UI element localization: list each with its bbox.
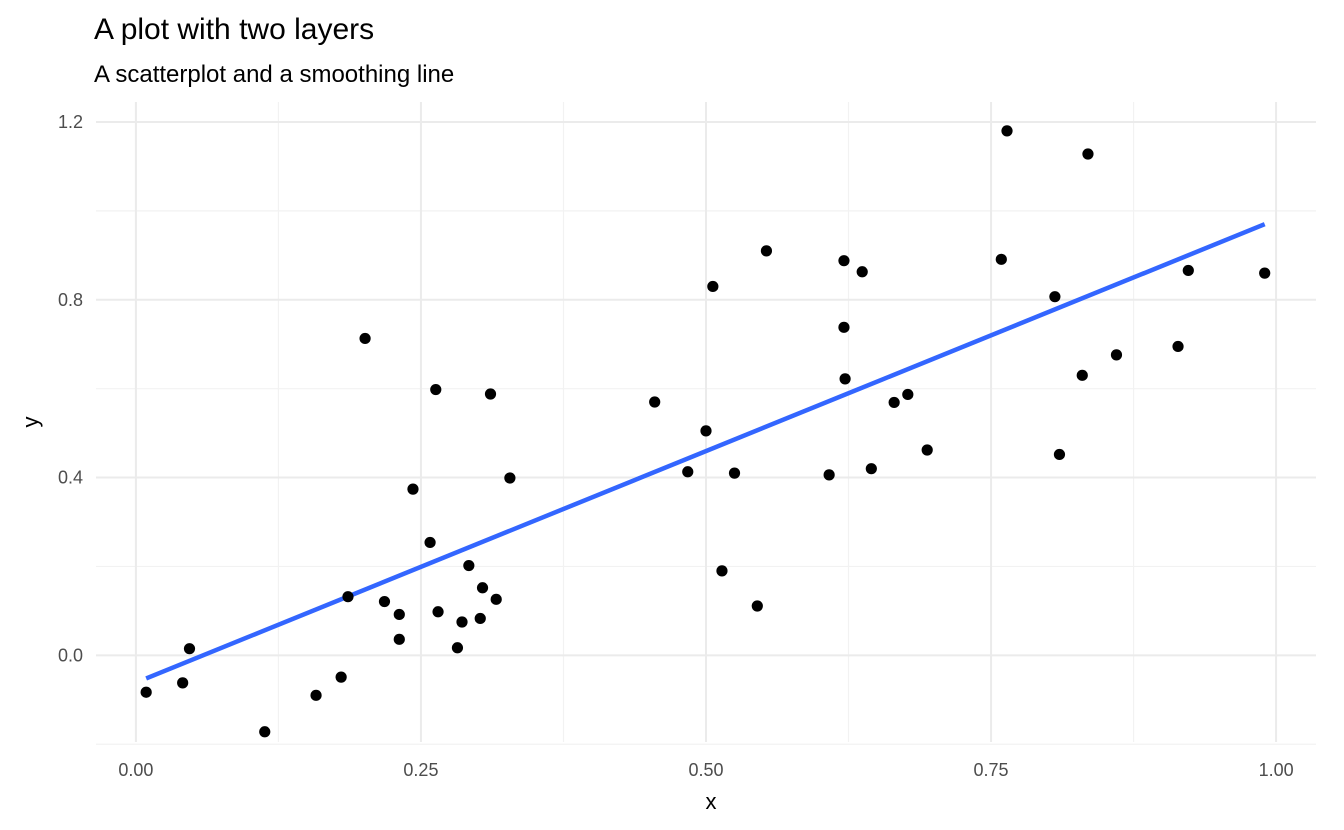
x-axis-ticks: 0.00 0.25 0.50 0.75 1.00 (118, 760, 1293, 780)
scatter-point (463, 559, 475, 572)
scatter-point (504, 472, 516, 484)
scatter-point (490, 593, 502, 605)
scatter-point (888, 396, 900, 409)
scatter-point (839, 373, 851, 385)
scatter-point (728, 467, 741, 479)
scatter-point (430, 383, 442, 396)
x-tick-label: 0.00 (118, 760, 153, 780)
scatter-point (649, 396, 661, 408)
scatter-point (1049, 291, 1061, 303)
scatter-point (1172, 340, 1184, 353)
scatter-point (393, 608, 405, 621)
scatter-point (183, 643, 196, 655)
x-tick-label: 0.75 (974, 760, 1009, 780)
scatter-point (359, 332, 371, 345)
y-axis-ticks: 0.0 0.4 0.8 1.2 (58, 112, 83, 665)
scatter-point (484, 388, 497, 400)
y-tick-label: 0.0 (58, 645, 83, 665)
scatter-points-layer (140, 125, 1271, 738)
scatter-point (1259, 267, 1271, 279)
chart-title: A plot with two layers (94, 13, 374, 46)
scatter-point (456, 616, 468, 628)
y-tick-label: 0.8 (58, 290, 83, 310)
scatter-point (451, 642, 464, 654)
chart-subtitle: A scatterplot and a smoothing line (94, 61, 454, 88)
smoothing-line (145, 222, 1266, 681)
scatter-point (476, 582, 489, 594)
x-tick-label: 0.25 (403, 760, 438, 780)
scatter-point (342, 591, 354, 603)
scatter-point (823, 469, 835, 481)
scatter-point (1053, 448, 1066, 461)
scatter-point (1076, 369, 1088, 381)
scatter-point (902, 388, 914, 401)
scatter-point (716, 565, 728, 577)
scatter-point (140, 686, 152, 698)
scatter-point (682, 466, 694, 478)
scatter-point (407, 483, 419, 495)
y-tick-label: 1.2 (58, 112, 83, 132)
scatter-point (856, 266, 868, 278)
scatter-point (259, 726, 271, 738)
scatter-point (751, 600, 763, 612)
scatter-point (393, 633, 405, 645)
scatter-point (335, 671, 347, 683)
scatter-point (1001, 125, 1013, 137)
scatter-point (921, 444, 933, 456)
scatter-point (1110, 349, 1123, 361)
scatter-point (838, 321, 850, 333)
x-axis-title: x (706, 789, 717, 814)
scatter-point (424, 536, 436, 549)
y-tick-label: 0.4 (58, 468, 83, 488)
scatter-point (995, 253, 1007, 265)
scatter-point (838, 255, 850, 267)
grid (96, 102, 1316, 745)
scatter-point (310, 689, 322, 701)
scatter-point (700, 425, 712, 437)
scatter-point (378, 595, 391, 608)
scatter-point (865, 463, 877, 475)
scatter-point (707, 280, 719, 293)
scatter-point (432, 606, 444, 618)
x-tick-label: 1.00 (1259, 760, 1294, 780)
scatter-point (760, 245, 773, 257)
scatter-point (1082, 148, 1094, 160)
scatter-point (474, 612, 486, 625)
x-tick-label: 0.50 (688, 760, 723, 780)
scatter-point (1182, 264, 1194, 277)
y-axis-title: y (18, 417, 43, 428)
scatter-point (177, 677, 189, 689)
smoothing-line-layer (145, 222, 1266, 681)
